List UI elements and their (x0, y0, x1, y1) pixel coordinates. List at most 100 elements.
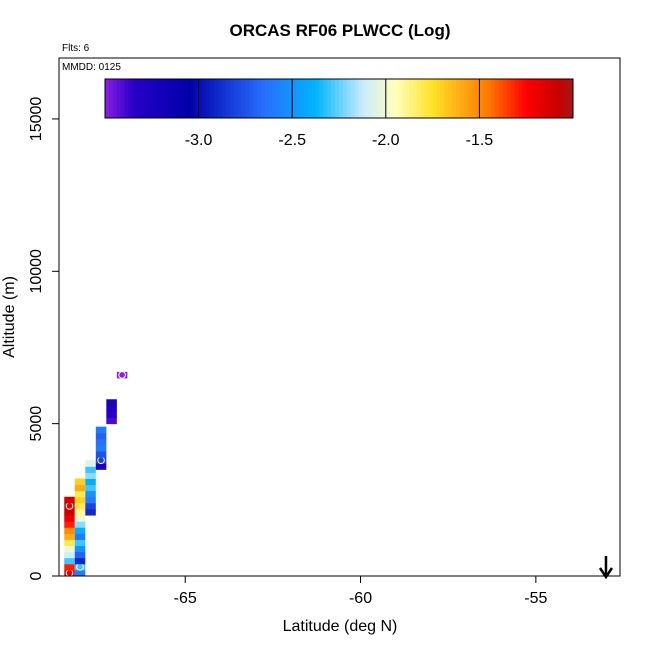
data-cell (64, 515, 75, 522)
colorbar-segment (186, 79, 192, 118)
colorbar-segment (374, 79, 379, 118)
colorbar-segment (545, 79, 550, 118)
colorbar-segment (175, 79, 180, 118)
colorbar-segment (120, 79, 125, 118)
colorbar-segment (483, 79, 488, 118)
colorbar-segment (296, 79, 301, 118)
colorbar-segment (385, 79, 391, 118)
colorbar-segment (163, 79, 168, 118)
colorbar-segment (280, 79, 285, 118)
colorbar-segment (218, 79, 223, 118)
colorbar-segment (335, 79, 340, 118)
data-cell (116, 371, 128, 379)
data-cell (74, 521, 86, 528)
x-tick-label: -55 (524, 590, 547, 607)
colorbar-segment (569, 79, 574, 118)
data-cell (74, 496, 86, 504)
colorbar-segment (346, 79, 352, 118)
colorbar-segment (233, 79, 238, 118)
colorbar-segment (452, 79, 457, 118)
data-cell (95, 426, 107, 434)
data-cell (64, 551, 75, 559)
colorbar-segment (463, 79, 469, 118)
colorbar-segment (424, 79, 430, 118)
arrow-head (598, 567, 614, 580)
colorbar-segment (479, 79, 484, 118)
colorbar-segment (128, 79, 133, 118)
colorbar-segment (522, 79, 527, 118)
colorbar-tick-label: -2.0 (372, 132, 400, 149)
data-cell (106, 405, 117, 412)
colorbar-segment (506, 79, 511, 118)
cells-layer (64, 371, 128, 577)
data-cell (85, 484, 96, 492)
colorbar-tick-label: -1.5 (466, 132, 494, 149)
colorbar-segment (354, 79, 359, 118)
colorbar-segment (366, 79, 371, 118)
colorbar-segment (105, 79, 110, 118)
colorbar-segment (300, 79, 305, 118)
y-tick-label: 10000 (28, 249, 45, 294)
colorbar-segment (241, 79, 246, 118)
data-cell (64, 563, 75, 571)
data-cell (85, 496, 96, 504)
colorbar-segment (327, 79, 332, 118)
colorbar-segment (319, 79, 324, 118)
colorbar-segment (389, 79, 394, 118)
colorbar-segment (342, 79, 348, 118)
colorbar-segment (245, 79, 250, 118)
colorbar-segment (264, 79, 270, 118)
x-axis-label: Latitude (deg N) (283, 618, 398, 635)
colorbar-segment (315, 79, 320, 118)
colorbar-segment (116, 79, 121, 118)
colorbar-segment (288, 79, 293, 118)
colorbar-segment (491, 79, 496, 118)
data-cell (64, 508, 75, 516)
colorbar-segment (284, 79, 289, 118)
data-cell (64, 502, 75, 510)
colorbar-segment (459, 79, 465, 118)
colorbar-segment (140, 79, 145, 118)
y-tick-label: 5000 (28, 406, 45, 442)
colorbar-segment (440, 79, 445, 118)
colorbar-segment (471, 79, 476, 118)
colorbar-segment (179, 79, 184, 118)
data-cell (74, 569, 86, 577)
colorbar-frame (104, 78, 574, 119)
colorbar-segment (249, 79, 254, 118)
data-cell (74, 563, 86, 571)
data-cell (74, 502, 86, 510)
plot-frame (58, 57, 621, 577)
colorbar-segment (253, 79, 258, 118)
data-cell (64, 569, 75, 577)
data-cell (74, 539, 86, 547)
data-cell (95, 432, 107, 440)
date-note: MMDD: 0125 (62, 62, 121, 73)
data-cell (74, 484, 86, 492)
colorbar-segment (549, 79, 554, 118)
data-cell (74, 490, 86, 498)
data-cell (95, 463, 107, 470)
colorbar-segment (112, 79, 118, 118)
colorbar-segment (557, 79, 562, 118)
colorbar-segment (311, 79, 316, 118)
x-tick-label: -60 (349, 590, 372, 607)
colorbar-segment (261, 79, 266, 118)
data-cell (85, 478, 96, 486)
x-axis: -65 -60 -55 (174, 576, 548, 607)
x-tick-label: -65 (174, 590, 197, 607)
colorbar-segment (124, 79, 129, 118)
data-cell (85, 460, 96, 467)
data-cell (64, 527, 75, 534)
colorbar-segment (206, 79, 211, 118)
colorbar-segment (428, 79, 433, 118)
data-cell (74, 533, 86, 540)
colorbar-segment (432, 79, 437, 118)
colorbar-segment (268, 79, 274, 118)
y-axis-label: Altitude (m) (1, 276, 18, 358)
colorbar-segment (155, 79, 160, 118)
colorbar-segment (171, 79, 176, 118)
colorbar-segment (502, 79, 508, 118)
colorbar-segment (370, 79, 375, 118)
